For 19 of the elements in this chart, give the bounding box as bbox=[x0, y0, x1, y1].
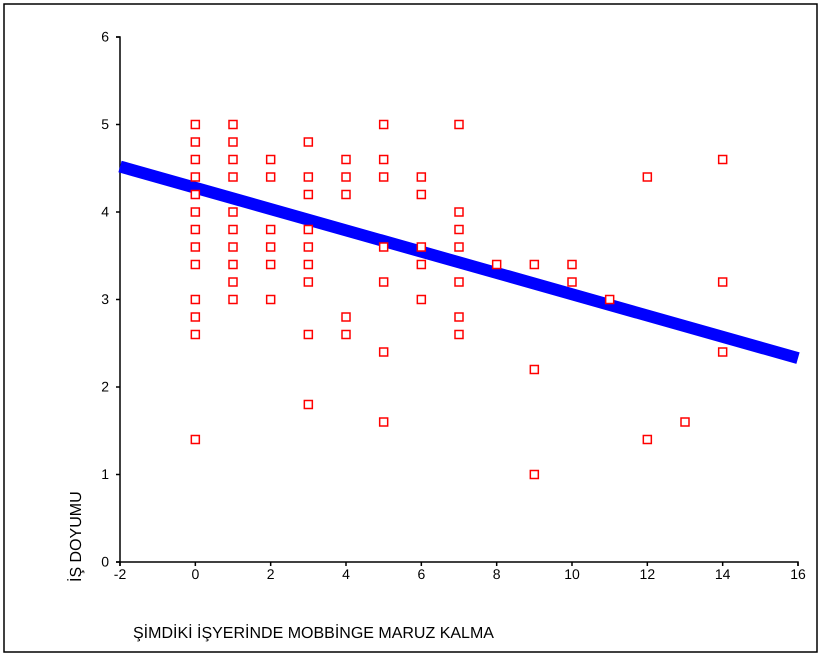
y-tick-label: 2 bbox=[101, 378, 110, 394]
x-tick-label: 2 bbox=[266, 566, 275, 582]
x-tick-label: 0 bbox=[191, 566, 200, 582]
x-tick-label: 16 bbox=[790, 566, 806, 582]
y-tick-label: 0 bbox=[101, 553, 110, 570]
x-tick-label: 12 bbox=[640, 566, 656, 582]
x-tick-label: 14 bbox=[714, 566, 731, 582]
y-axis-title: İŞ DOYUMU bbox=[67, 491, 85, 582]
x-axis-title: ŞİMDİKİ İŞYERİNDE MOBBİNGE MARUZ KALMA bbox=[133, 624, 494, 642]
y-tick-label: 5 bbox=[101, 116, 110, 132]
y-tick-label: 3 bbox=[101, 290, 110, 307]
y-tick-label: 4 bbox=[101, 203, 110, 220]
x-tick-label: 6 bbox=[417, 566, 426, 582]
y-tick-label: 6 bbox=[101, 28, 110, 44]
y-tick-label: 1 bbox=[101, 466, 110, 482]
x-tick-label: 4 bbox=[342, 566, 350, 582]
x-tick-label: 10 bbox=[564, 566, 580, 582]
x-tick-label: 8 bbox=[492, 566, 501, 582]
x-tick-label: -2 bbox=[114, 566, 126, 582]
